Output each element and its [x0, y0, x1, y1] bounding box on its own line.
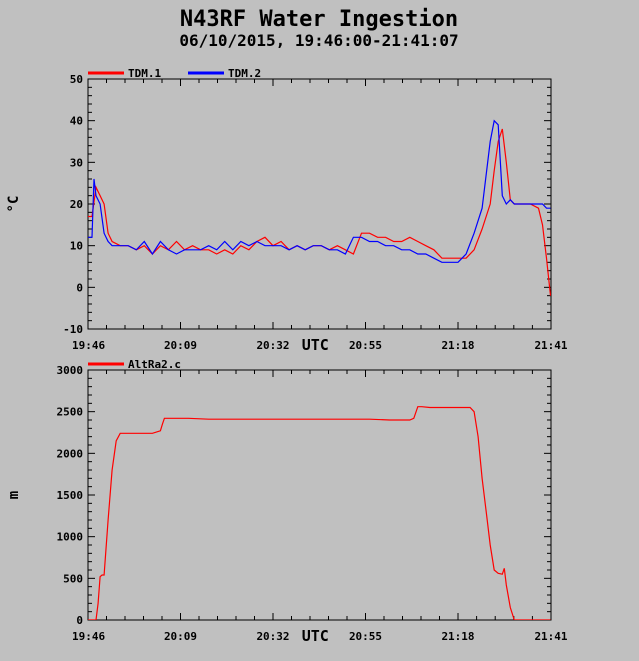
plot-frame	[87, 78, 552, 330]
y-tick-label: 30	[70, 156, 83, 169]
series-line-altra2-c	[88, 406, 551, 620]
x-tick-label: 21:18	[441, 339, 474, 352]
panel-2: 0 500 1000 1500 2000 2500 3000 19:46 20:09 20:32 2…	[6, 358, 568, 645]
y-tick-label: 20	[70, 198, 83, 211]
x-tick-label: 20:09	[164, 339, 197, 352]
legend-label: AltRa2.c	[128, 358, 181, 371]
y-tick-label: 0	[76, 281, 83, 294]
y-tick-label: 1500	[57, 489, 84, 502]
y-axis-label: m	[6, 491, 22, 499]
x-axis-label: UTC	[302, 627, 329, 645]
y-tick-label: 50	[70, 73, 83, 86]
y-tick-label: -10	[63, 323, 83, 336]
y-tick-label: 40	[70, 115, 83, 128]
panel-1: -10 0 10 20 30 40 50 19:46 20:09 20:32 20:55 21:18 2…	[6, 67, 568, 354]
x-tick-label: 21:18	[441, 630, 474, 643]
x-tick-label: 19:46	[72, 630, 105, 643]
x-axis-label: UTC	[302, 336, 329, 354]
y-tick-label: 2000	[57, 447, 84, 460]
chart-title: N43RF Water Ingestion	[180, 7, 458, 32]
series-line-tdm-2	[88, 119, 551, 263]
y-tick-label: 10	[70, 240, 83, 253]
y-tick-label: 1000	[57, 531, 84, 544]
legend-label: TDM.2	[228, 67, 261, 80]
x-tick-label: 20:55	[349, 630, 382, 643]
y-tick-label: 2500	[57, 406, 84, 419]
x-tick-label: 20:32	[256, 630, 289, 643]
x-tick-label: 21:41	[534, 630, 567, 643]
x-tick-label: 21:41	[534, 339, 567, 352]
y-tick-label: 500	[63, 572, 83, 585]
chart-subtitle: 06/10/2015, 19:46:00-21:41:07	[179, 31, 458, 50]
y-tick-label: 0	[76, 614, 83, 627]
x-tick-label: 19:46	[72, 339, 105, 352]
y-tick-label: 3000	[57, 364, 84, 377]
x-tick-label: 20:09	[164, 630, 197, 643]
x-tick-label: 20:55	[349, 339, 382, 352]
plot-frame	[87, 369, 552, 621]
x-tick-label: 20:32	[256, 339, 289, 352]
y-axis-label: °C	[6, 196, 22, 213]
legend-label: TDM.1	[128, 67, 161, 80]
